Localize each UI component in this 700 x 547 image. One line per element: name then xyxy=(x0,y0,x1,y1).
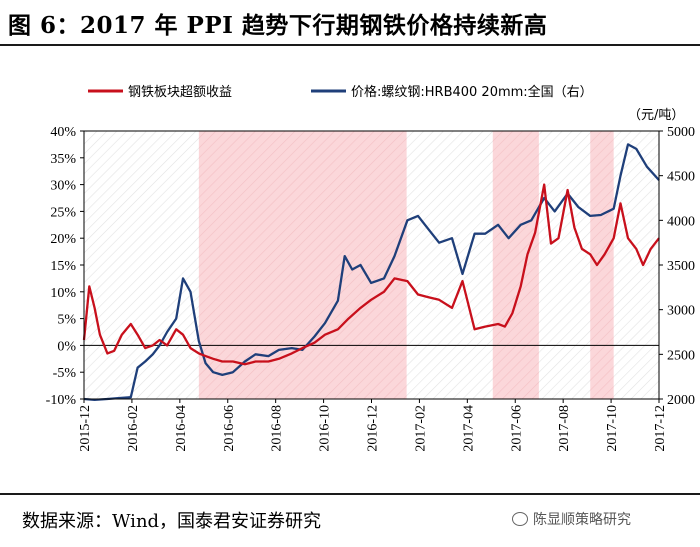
right-axis: 5000 4500 4000 3500 3000 2500 2000 xyxy=(659,125,695,408)
x-tick-label: 2016-08 xyxy=(270,405,285,452)
left-tick-label: -5% xyxy=(53,366,77,381)
x-tick-label: 2016-06 xyxy=(222,405,237,452)
left-tick-label: 25% xyxy=(50,205,76,220)
watermark: 陈显顺策略研究 xyxy=(512,509,631,529)
chart: 40% 35% 30% 25% 20% 15% 10% 5% 0% -5% -10% 5000 450… xyxy=(46,84,695,452)
source-note: 数据来源：Wind，国泰君安证券研究 xyxy=(22,511,322,532)
x-tick-label: 2016-10 xyxy=(318,405,333,452)
right-tick-label: 4500 xyxy=(667,170,695,185)
right-tick-label: 3000 xyxy=(667,304,695,319)
right-tick-label: 5000 xyxy=(667,125,695,140)
legend-label-steel-excess: 钢铁板块超额收益 xyxy=(128,85,232,100)
left-tick-label: 10% xyxy=(50,286,76,301)
left-tick-label: 40% xyxy=(50,125,76,140)
shaded-period-1 xyxy=(198,131,407,399)
x-tick-label: 2015-12 xyxy=(78,405,93,452)
footer-rule xyxy=(0,493,700,495)
left-tick-label: 5% xyxy=(57,313,76,328)
series-line-rebar-price xyxy=(83,143,660,402)
legend: 钢铁板块超额收益 价格:螺纹钢:HRB400 20mm:全国（右） xyxy=(88,84,593,100)
right-tick-label: 3500 xyxy=(667,259,695,274)
figure-title: 图 6：2017 年 PPI 趋势下行期钢铁价格持续新高 xyxy=(8,12,548,39)
title-rule xyxy=(0,44,700,46)
x-tick-label: 2017-10 xyxy=(605,405,620,452)
left-tick-label: 15% xyxy=(50,259,76,274)
watermark-text: 陈显顺策略研究 xyxy=(533,512,631,528)
shaded-periods xyxy=(198,131,614,399)
left-axis: 40% 35% 30% 25% 20% 15% 10% 5% 0% -5% -10% xyxy=(46,125,84,408)
shaded-period-3 xyxy=(590,131,614,399)
left-tick-label: 30% xyxy=(50,179,76,194)
x-tick-label: 2017-06 xyxy=(509,405,524,452)
wechat-icon xyxy=(512,512,528,526)
x-tick-label: 2016-12 xyxy=(366,405,381,452)
series-lines xyxy=(82,143,660,402)
x-tick-label: 2017-12 xyxy=(653,405,668,452)
series-line-steel-excess xyxy=(82,183,660,366)
x-tick-label: 2017-08 xyxy=(557,405,572,452)
x-tick-label: 2017-02 xyxy=(413,405,428,452)
right-tick-label: 2000 xyxy=(667,393,695,408)
right-axis-unit: （元/吨） xyxy=(628,108,684,123)
right-tick-label: 2500 xyxy=(667,348,695,363)
x-tick-label: 2016-02 xyxy=(126,405,141,452)
x-tick-label: 2017-04 xyxy=(461,405,476,452)
shaded-period-2 xyxy=(492,131,539,399)
right-tick-label: 4000 xyxy=(667,214,695,229)
x-tick-label: 2016-04 xyxy=(174,405,189,452)
x-axis: 2015-12 2016-02 2016-04 2016-06 2016-08 2016-… xyxy=(78,399,668,452)
legend-label-rebar-price: 价格:螺纹钢:HRB400 20mm:全国（右） xyxy=(351,84,593,100)
left-tick-label: 35% xyxy=(50,152,76,167)
left-tick-label: 0% xyxy=(57,339,76,354)
left-tick-label: 20% xyxy=(50,232,76,247)
left-tick-label: -10% xyxy=(46,393,77,408)
